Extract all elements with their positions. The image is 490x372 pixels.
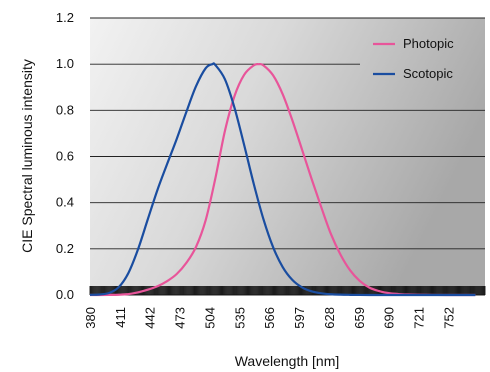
y-tick-label: 1.2 — [56, 10, 74, 25]
x-axis-title: Wavelength [nm] — [235, 353, 340, 369]
x-tick-label: 473 — [173, 307, 188, 329]
series-lines — [89, 62, 476, 297]
x-tick-labels: 380 411 442 473 504 535 566 597 628 659 690 721 752 — [83, 307, 456, 329]
y-axis-title: CIE Spectral luminous intensity — [19, 59, 35, 253]
x-tick-label: 566 — [262, 307, 277, 329]
legend: Photopic Scotopic — [373, 36, 454, 81]
x-tick-label: 442 — [143, 307, 158, 329]
y-tick-label: 0.0 — [56, 287, 74, 302]
x-tick-label: 411 — [113, 307, 128, 328]
x-tick-label: 535 — [232, 307, 247, 329]
y-tick-label: 0.8 — [56, 102, 74, 117]
x-tick-label: 752 — [441, 307, 456, 329]
x-tick-label: 504 — [202, 307, 217, 329]
x-tick-label: 659 — [352, 307, 367, 329]
legend-label-scotopic: Scotopic — [403, 66, 453, 81]
x-tick-label: 380 — [83, 307, 98, 329]
x-tick-label: 721 — [412, 307, 427, 329]
y-tick-label: 0.6 — [56, 149, 74, 164]
legend-label-photopic: Photopic — [403, 36, 454, 51]
y-tick-label: 1.0 — [56, 56, 74, 71]
y-tick-label: 0.2 — [56, 241, 74, 256]
y-tick-label: 0.4 — [56, 195, 74, 210]
x-tick-label: 597 — [292, 307, 307, 329]
x-tick-label: 690 — [382, 307, 397, 329]
series-line-scotopic — [89, 62, 476, 297]
y-tick-labels: 0.0 0.2 0.4 0.6 0.8 1.0 1.2 — [56, 10, 74, 302]
x-tick-label: 628 — [322, 307, 337, 329]
